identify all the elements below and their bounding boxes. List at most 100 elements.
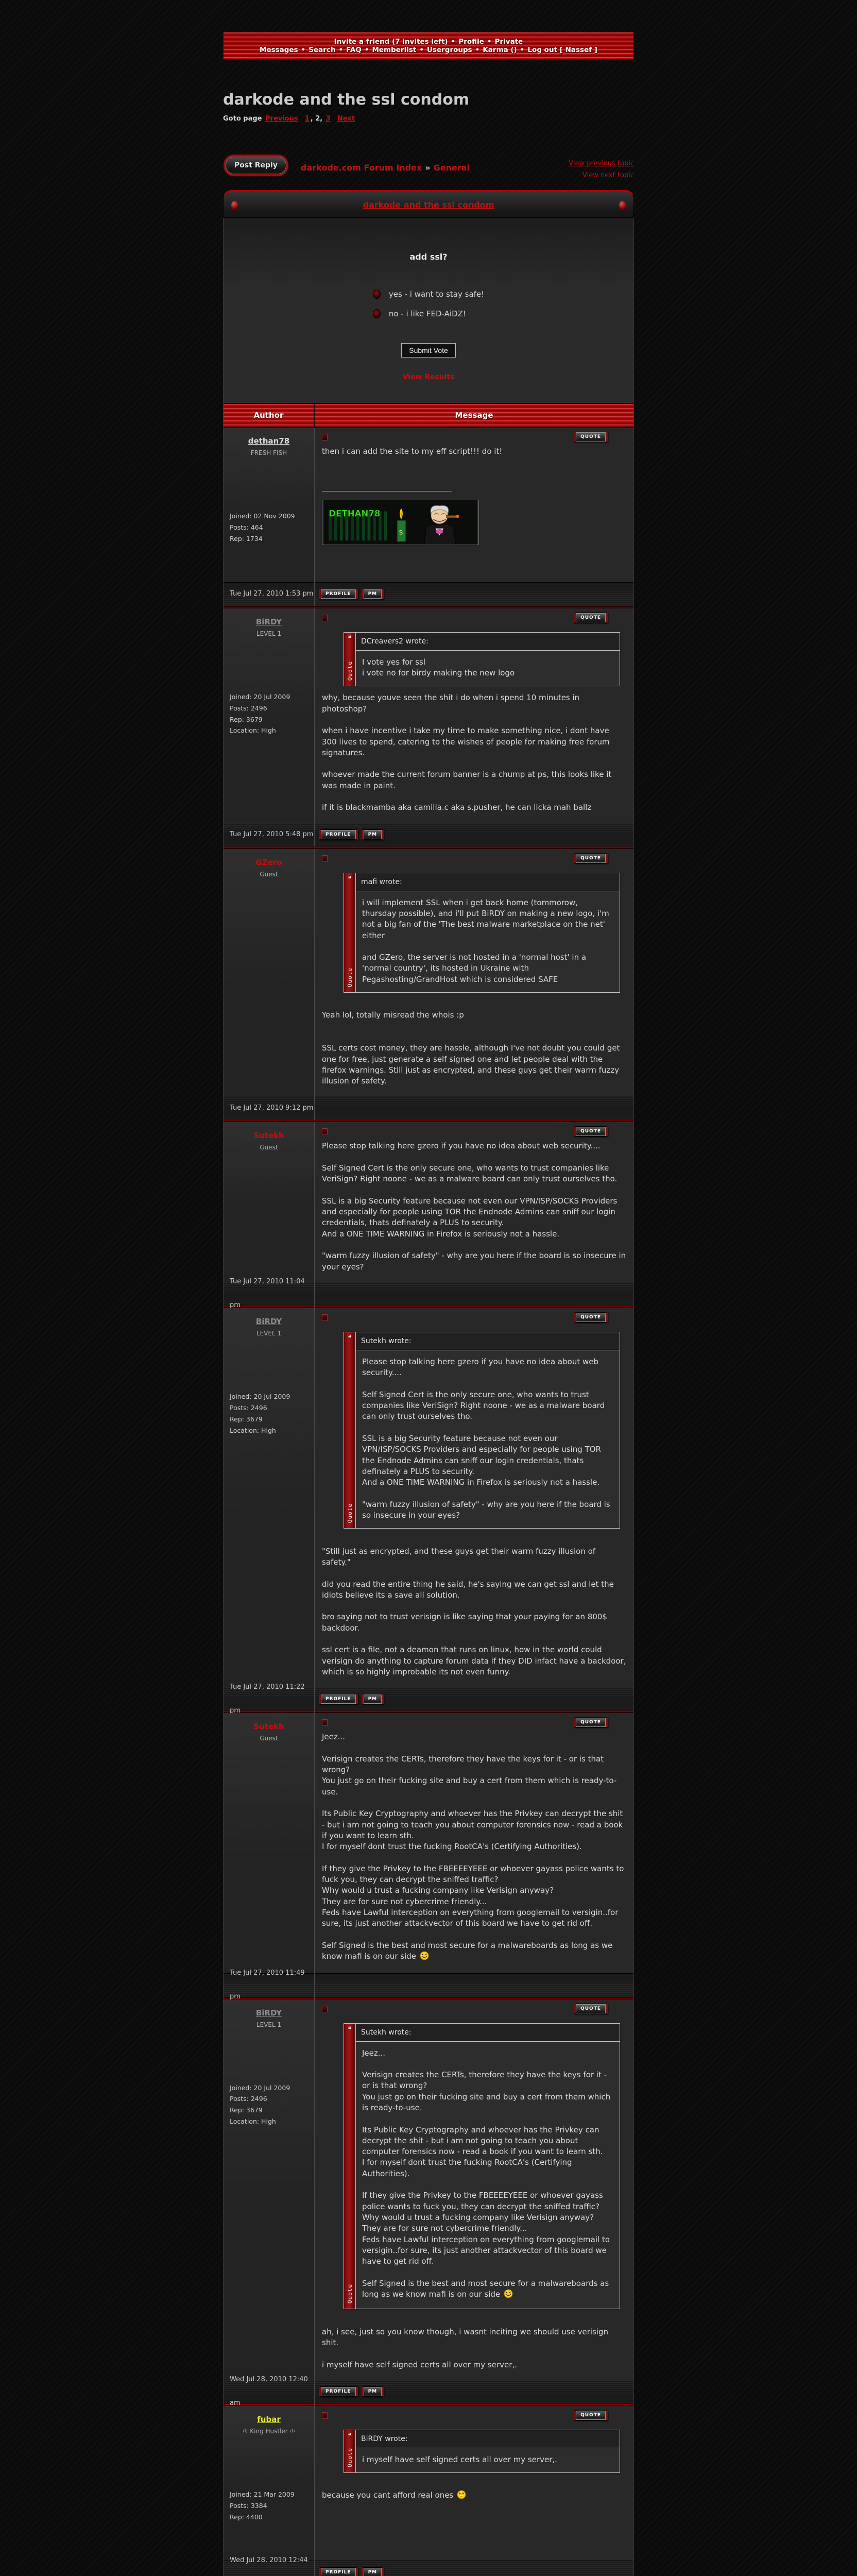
quote-side-label: Quote: [346, 967, 353, 988]
radio-icon[interactable]: [372, 309, 381, 318]
quote-author: DCreavers2 wrote:: [356, 632, 620, 651]
post-reply-button[interactable]: Post Reply: [226, 157, 286, 174]
post-message-cell: QUOTE Jeez... Verisign creates the CERTs,…: [315, 1713, 633, 1973]
quote-button[interactable]: QUOTE: [574, 853, 608, 863]
poll-question: add ssl?: [409, 251, 448, 262]
username-link[interactable]: dethan78: [248, 436, 290, 446]
post-row: BiRDY LEVEL 1 Joined: 20 Jul 2009 Posts: 24…: [224, 1999, 633, 2380]
view-results-link[interactable]: View Results: [402, 372, 455, 381]
quote-button[interactable]: QUOTE: [574, 2410, 608, 2420]
post-author-cell: Sutekh Guest: [224, 1122, 315, 1282]
quote-body: Jeez... Verisign creates the CERTs, ther…: [356, 2042, 620, 2309]
post-time-row: Tue Jul 27, 2010 1:53 pm PROFILE PM: [224, 582, 633, 606]
svg-text:DETHAN78: DETHAN78: [329, 509, 380, 518]
smiley-grin-icon: [457, 2490, 466, 2502]
post-author-cell: dethan78 FRESH FISH Joined: 02 Nov 2009 Pos…: [224, 427, 315, 582]
username-link[interactable]: BiRDY: [255, 2008, 282, 2018]
post-icon: [322, 2005, 328, 2012]
post-message-cell: QUOTE ❝ Quote Sutekh wrote: Please stop talk…: [315, 1308, 633, 1687]
nav-link[interactable]: FAQ: [346, 46, 362, 54]
nav-link[interactable]: Memberlist: [372, 46, 417, 54]
user-stat-line: Rep: 3679: [230, 1415, 263, 1423]
quote-button[interactable]: QUOTE: [574, 2003, 608, 2014]
pm-button[interactable]: PM: [361, 589, 384, 600]
user-stat-line: Posts: 464: [230, 523, 263, 531]
breadcrumb-forum-index-link[interactable]: darkode.com Forum Index: [301, 163, 422, 173]
quote-button[interactable]: QUOTE: [574, 431, 608, 442]
submit-vote-button[interactable]: Submit Vote: [401, 343, 456, 358]
post-author-cell: BiRDY LEVEL 1 Joined: 20 Jul 2009 Posts: 24…: [224, 1308, 315, 1687]
post-divider: [224, 1996, 633, 1999]
quote-button[interactable]: QUOTE: [574, 1126, 608, 1137]
quote-side-label: Quote: [346, 2447, 353, 2468]
profile-button[interactable]: PROFILE: [319, 1693, 358, 1704]
poll-section: add ssl? yes - i want to stay safe! no -…: [224, 217, 633, 403]
topic-nav-links: View previous topic View next topic: [569, 157, 634, 182]
quote-bar: ❝ Quote: [344, 2430, 355, 2473]
post-divider: [224, 1120, 633, 1123]
poll-option-no[interactable]: no - i like FED-AiDZ!: [372, 309, 484, 318]
pm-button[interactable]: PM: [361, 2567, 384, 2576]
post-timestamp: Tue Jul 27, 2010 1:53 pm: [224, 582, 315, 606]
profile-button[interactable]: PROFILE: [319, 829, 358, 840]
nav-link[interactable]: Profile: [458, 38, 484, 46]
user-stat-line: Rep: 4400: [230, 2513, 263, 2521]
quote-bar: ❝ Quote: [344, 1332, 355, 1529]
post-text: then i can add the site to my eff script…: [322, 446, 503, 456]
nav-link[interactable]: Private Messages: [260, 38, 523, 54]
poll-option-yes[interactable]: yes - i want to stay safe!: [372, 289, 484, 299]
nav-bullet: •: [520, 46, 525, 54]
profile-button[interactable]: PROFILE: [319, 2567, 358, 2576]
nav-link[interactable]: Log out [ Nassef ]: [527, 46, 597, 54]
post-author-cell: BiRDY LEVEL 1 Joined: 20 Jul 2009 Posts: 24…: [224, 608, 315, 823]
goto-page-link[interactable]: Previous: [265, 115, 298, 123]
user-stat-line: Location: High: [230, 726, 276, 735]
post-divider: [224, 2403, 633, 2406]
goto-label: Goto page: [223, 115, 264, 123]
nav-link[interactable]: Invite a friend (7 invites left): [334, 38, 448, 46]
goto-page-link[interactable]: 3: [325, 115, 331, 123]
username-link[interactable]: BiRDY: [255, 1316, 282, 1326]
quote-button[interactable]: QUOTE: [574, 612, 608, 623]
breadcrumb-section-link[interactable]: General: [433, 163, 470, 173]
goto-page-link[interactable]: Next: [337, 115, 355, 123]
bar-dot-left-icon: [231, 200, 238, 210]
user-stat-line: Posts: 2496: [230, 2095, 267, 2103]
profile-button[interactable]: PROFILE: [319, 589, 358, 600]
post-icon: [322, 614, 328, 621]
post-timestamp: Tue Jul 27, 2010 11:04 pm: [224, 1270, 315, 1318]
quote-bar: ❝ Quote: [344, 2023, 355, 2309]
quote-author: BiRDY wrote:: [356, 2430, 620, 2448]
post-time-row: Wed Jul 28, 2010 12:40 am PROFILE PM: [224, 2368, 633, 2416]
radio-icon[interactable]: [372, 289, 381, 299]
goto-page-link[interactable]: 1: [304, 115, 310, 123]
nav-link[interactable]: Karma (): [483, 46, 517, 54]
top-nav-bar: Invite a friend (7 invites left) • Profile…: [223, 32, 634, 60]
profile-button[interactable]: PROFILE: [319, 2386, 358, 2397]
quote-button[interactable]: QUOTE: [574, 1717, 608, 1728]
quote-block: ❝ Quote Sutekh wrote: Please stop talking h…: [344, 1331, 620, 1529]
nav-link[interactable]: Search: [308, 46, 336, 54]
post-divider: [224, 1710, 633, 1714]
goto-page-text: [299, 115, 304, 123]
topic-title-link[interactable]: darkode and the ssl condom: [363, 199, 494, 210]
quote-block: ❝ Quote BiRDY wrote: i myself have self sig…: [344, 2429, 620, 2473]
user-stat-line: Joined: 02 Nov 2009: [230, 512, 295, 520]
pm-button[interactable]: PM: [361, 2386, 384, 2397]
pm-button[interactable]: PM: [361, 829, 384, 840]
view-previous-topic-link[interactable]: View previous topic: [569, 160, 634, 167]
nav-link[interactable]: Usergroups: [426, 46, 472, 54]
quote-block: ❝ Quote DCreavers2 wrote: I vote yes for ss…: [344, 632, 620, 687]
username-link[interactable]: fubar: [257, 2414, 281, 2424]
username-link[interactable]: BiRDY: [255, 617, 282, 626]
nav-bullet: •: [451, 38, 456, 46]
quote-block: ❝ Quote mafi wrote: i will implement SSL wh…: [344, 872, 620, 993]
view-next-topic-link[interactable]: View next topic: [582, 172, 634, 180]
quote-button[interactable]: QUOTE: [574, 1312, 608, 1323]
pm-button[interactable]: PM: [361, 1693, 384, 1704]
smiley-smile-icon: [420, 1951, 429, 1963]
post-text: why, because youve seen the shit i do wh…: [322, 693, 612, 812]
user-stat-line: Rep: 3679: [230, 2106, 263, 2114]
signature-separator: [322, 491, 452, 492]
